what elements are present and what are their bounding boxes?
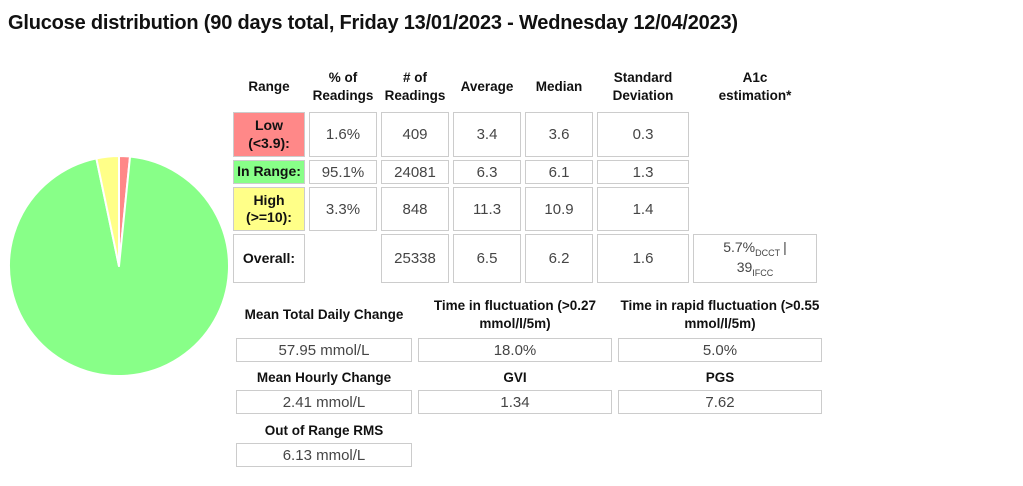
low-a1c-cell-empty xyxy=(693,112,817,157)
low-count-cell: 409 xyxy=(381,112,449,157)
in-range-average-cell: 6.3 xyxy=(453,160,521,184)
overall-count-cell: 25338 xyxy=(381,234,449,283)
gvi-header: GVI xyxy=(503,369,527,385)
in-range-median-cell: 6.1 xyxy=(525,160,593,184)
pgs-header: PGS xyxy=(705,369,735,385)
mean-total-daily-change-header: Mean Total Daily Change xyxy=(244,306,404,322)
distribution-table: Range % of Readings # of Readings Averag… xyxy=(233,64,817,283)
out-of-range-rms-value: 6.13 mmol/L xyxy=(236,443,412,467)
out-of-range-rms-header: Out of Range RMS xyxy=(264,422,384,438)
column-header-a1c-estimation: A1c estimation* xyxy=(718,69,792,103)
column-header-num-readings: # of Readings xyxy=(384,69,446,103)
low-median-cell: 3.6 xyxy=(525,112,593,157)
column-header-pct-readings: % of Readings xyxy=(312,69,374,103)
a1c-ifcc-line: 39IFCC xyxy=(736,258,774,278)
high-stddev-cell: 1.4 xyxy=(597,187,689,231)
in-range-stddev-cell: 1.3 xyxy=(597,160,689,184)
high-median-cell: 10.9 xyxy=(525,187,593,231)
pie-slice-high-10 xyxy=(95,155,120,267)
in-range-count-cell: 24081 xyxy=(381,160,449,184)
a1c-dcct-line: 5.7%DCCT | xyxy=(723,238,787,258)
column-header-std-deviation: Standard Deviation xyxy=(612,69,674,103)
overall-average-cell: 6.5 xyxy=(453,234,521,283)
high-pct-cell: 3.3% xyxy=(309,187,377,231)
gvi-value: 1.34 xyxy=(418,390,612,414)
mean-hourly-change-header: Mean Hourly Change xyxy=(256,369,392,385)
column-header-average: Average xyxy=(460,78,514,94)
range-cell-in-range: In Range: xyxy=(233,160,305,184)
time-in-fluctuation-value: 18.0% xyxy=(418,338,612,362)
range-cell-low: Low (<3.9): xyxy=(233,112,305,157)
range-cell-high: High (>=10): xyxy=(233,187,305,231)
low-stddev-cell: 0.3 xyxy=(597,112,689,157)
overall-median-cell: 6.2 xyxy=(525,234,593,283)
in-range-a1c-cell-empty xyxy=(693,160,817,184)
time-in-rapid-fluctuation-value: 5.0% xyxy=(618,338,822,362)
mean-hourly-change-value: 2.41 mmol/L xyxy=(236,390,412,414)
mean-total-daily-change-value: 57.95 mmol/L xyxy=(236,338,412,362)
pie-chart-svg xyxy=(8,155,230,377)
low-pct-cell: 1.6% xyxy=(309,112,377,157)
glucose-pie-chart xyxy=(7,154,231,378)
column-header-median: Median xyxy=(535,78,583,94)
low-average-cell: 3.4 xyxy=(453,112,521,157)
time-in-rapid-fluctuation-header: Time in rapid fluctuation (>0.55 mmol/l/… xyxy=(620,297,820,331)
high-count-cell: 848 xyxy=(381,187,449,231)
high-average-cell: 11.3 xyxy=(453,187,521,231)
overall-pct-cell-empty xyxy=(309,234,377,283)
variability-table: Mean Total Daily Change Time in fluctuat… xyxy=(236,292,822,467)
column-header-range: Range xyxy=(248,78,290,94)
high-a1c-cell-empty xyxy=(693,187,817,231)
overall-a1c-estimation-cell: 5.7%DCCT | 39IFCC xyxy=(693,234,817,283)
overall-stddev-cell: 1.6 xyxy=(597,234,689,283)
time-in-fluctuation-header: Time in fluctuation (>0.27 mmol/l/5m) xyxy=(433,297,597,331)
pgs-value: 7.62 xyxy=(618,390,822,414)
in-range-pct-cell: 95.1% xyxy=(309,160,377,184)
range-cell-overall: Overall: xyxy=(233,234,305,283)
page-title: Glucose distribution (90 days total, Fri… xyxy=(8,12,738,34)
